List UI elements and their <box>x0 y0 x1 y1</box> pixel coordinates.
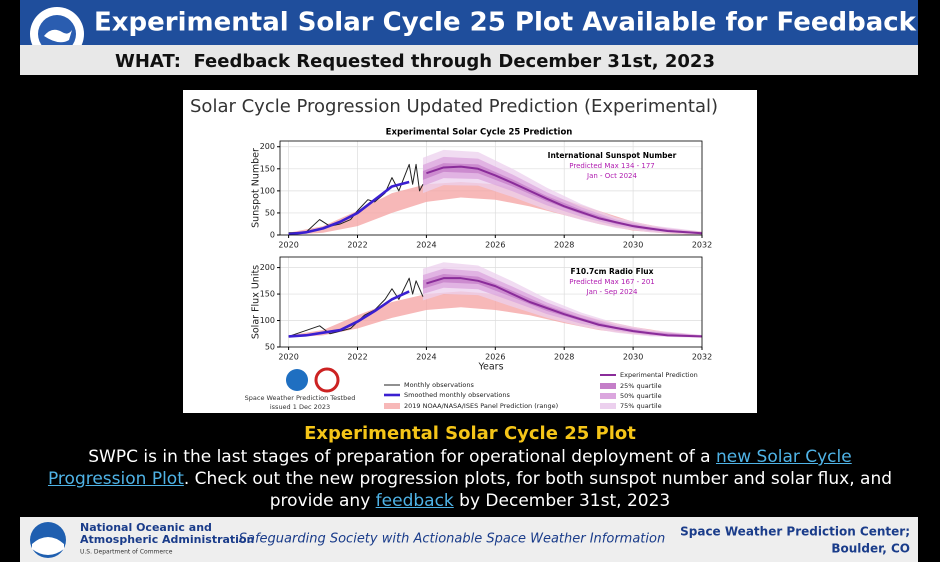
footer-org: National Oceanic and <box>80 521 212 534</box>
x-axis-label: Years <box>477 362 503 373</box>
x-tick-label: 2020 <box>278 353 298 362</box>
body-title: Experimental Solar Cycle 25 Plot <box>304 423 636 444</box>
y-axis-label: Solar Flux Units <box>251 265 262 339</box>
footer-dept: U.S. Department of Commerce <box>80 549 173 556</box>
header-title: Experimental Solar Cycle 25 Plot Availab… <box>94 8 917 38</box>
annotation: F10.7cm Radio Flux <box>571 267 654 276</box>
footer-center: Boulder, CO <box>831 542 910 556</box>
legend-label: Monthly observations <box>404 381 475 389</box>
y-tick-label: 150 <box>260 164 275 173</box>
x-tick-label: 2032 <box>692 241 712 250</box>
text: SWPC is in the last stages of preparatio… <box>88 447 716 467</box>
legend-label: 50% quartile <box>620 392 662 400</box>
footer-bar <box>20 517 918 562</box>
x-tick-label: 2028 <box>554 353 574 362</box>
y-tick-label: 50 <box>265 208 275 217</box>
plot-frame <box>279 256 703 348</box>
figure-credit: issued 1 Dec 2023 <box>270 403 330 411</box>
line <box>288 277 424 337</box>
x-tick-label: 2030 <box>623 241 643 250</box>
x-tick-label: 2026 <box>485 241 505 250</box>
figure-image <box>183 90 757 413</box>
text: by December 31st, 2023 <box>453 491 671 511</box>
link[interactable]: feedback <box>375 491 454 511</box>
y-tick-label: 100 <box>260 186 275 195</box>
y-tick-label: 100 <box>260 316 275 325</box>
x-tick-label: 2024 <box>416 353 436 362</box>
y-tick-label: 0 <box>270 231 275 240</box>
line <box>288 180 410 236</box>
annotation: Jan - Sep 2024 <box>586 288 639 296</box>
legend-label: 25% quartile <box>620 382 662 390</box>
x-tick-label: 2026 <box>485 353 505 362</box>
line <box>426 165 703 235</box>
legend-swatch <box>600 383 616 389</box>
figure-heading: Solar Cycle Progression Updated Predicti… <box>190 96 718 117</box>
x-tick-label: 2022 <box>347 353 367 362</box>
y-tick-label: 200 <box>260 142 275 151</box>
footer-tagline: Safeguarding Society with Actionable Spa… <box>239 532 665 547</box>
legend-swatch <box>600 393 616 399</box>
footer-center: Space Weather Prediction Center; <box>680 525 910 539</box>
x-tick-label: 2032 <box>692 353 712 362</box>
x-tick-label: 2022 <box>347 241 367 250</box>
annotation: Predicted Max 134 - 177 <box>569 162 654 170</box>
nws-logo-small <box>314 367 340 393</box>
legend-swatch <box>384 403 400 409</box>
annotation: Predicted Max 167 - 201 <box>569 278 654 286</box>
line <box>288 290 410 338</box>
y-tick-label: 200 <box>260 263 275 272</box>
subheader-bar <box>20 45 918 75</box>
annotation: Jan - Oct 2024 <box>586 172 637 180</box>
legend-label: Smoothed monthly observations <box>404 391 511 399</box>
link[interactable]: new Solar Cycle Progression Plot <box>47 447 852 489</box>
y-axis-label: Sunspot Number <box>251 148 262 228</box>
legend-label: 75% quartile <box>620 402 662 410</box>
figure-credit: Space Weather Prediction Testbed <box>245 394 356 402</box>
legend-label: Experimental Prediction <box>620 371 698 379</box>
text: . Check out the new progression plots, f… <box>183 469 893 511</box>
header-subtitle: WHAT: Feedback Requested through Decembe… <box>115 51 715 72</box>
x-tick-label: 2024 <box>416 241 436 250</box>
footer-org: Atmospheric Administration <box>80 533 254 546</box>
x-tick-label: 2030 <box>623 353 643 362</box>
y-tick-label: 50 <box>265 343 275 352</box>
nws-logo-bird <box>44 29 72 43</box>
line <box>426 277 703 338</box>
band <box>422 163 702 234</box>
plot-frame <box>279 140 703 236</box>
header-bar <box>20 0 918 45</box>
y-tick-label: 150 <box>260 290 275 299</box>
x-tick-label: 2020 <box>278 241 298 250</box>
body-paragraph: SWPC is in the last stages of preparatio… <box>45 446 895 512</box>
band <box>422 273 702 337</box>
legend-label: 2019 NOAA/NASA/ISES Panel Prediction (ra… <box>404 402 558 410</box>
chart-title: Experimental Solar Cycle 25 Prediction <box>386 128 573 138</box>
noaa-logo-small <box>286 369 308 391</box>
noaa-logo-wave <box>32 537 64 555</box>
x-tick-label: 2028 <box>554 241 574 250</box>
annotation: International Sunspot Number <box>548 151 677 160</box>
line <box>288 163 424 234</box>
legend-swatch <box>600 403 616 409</box>
